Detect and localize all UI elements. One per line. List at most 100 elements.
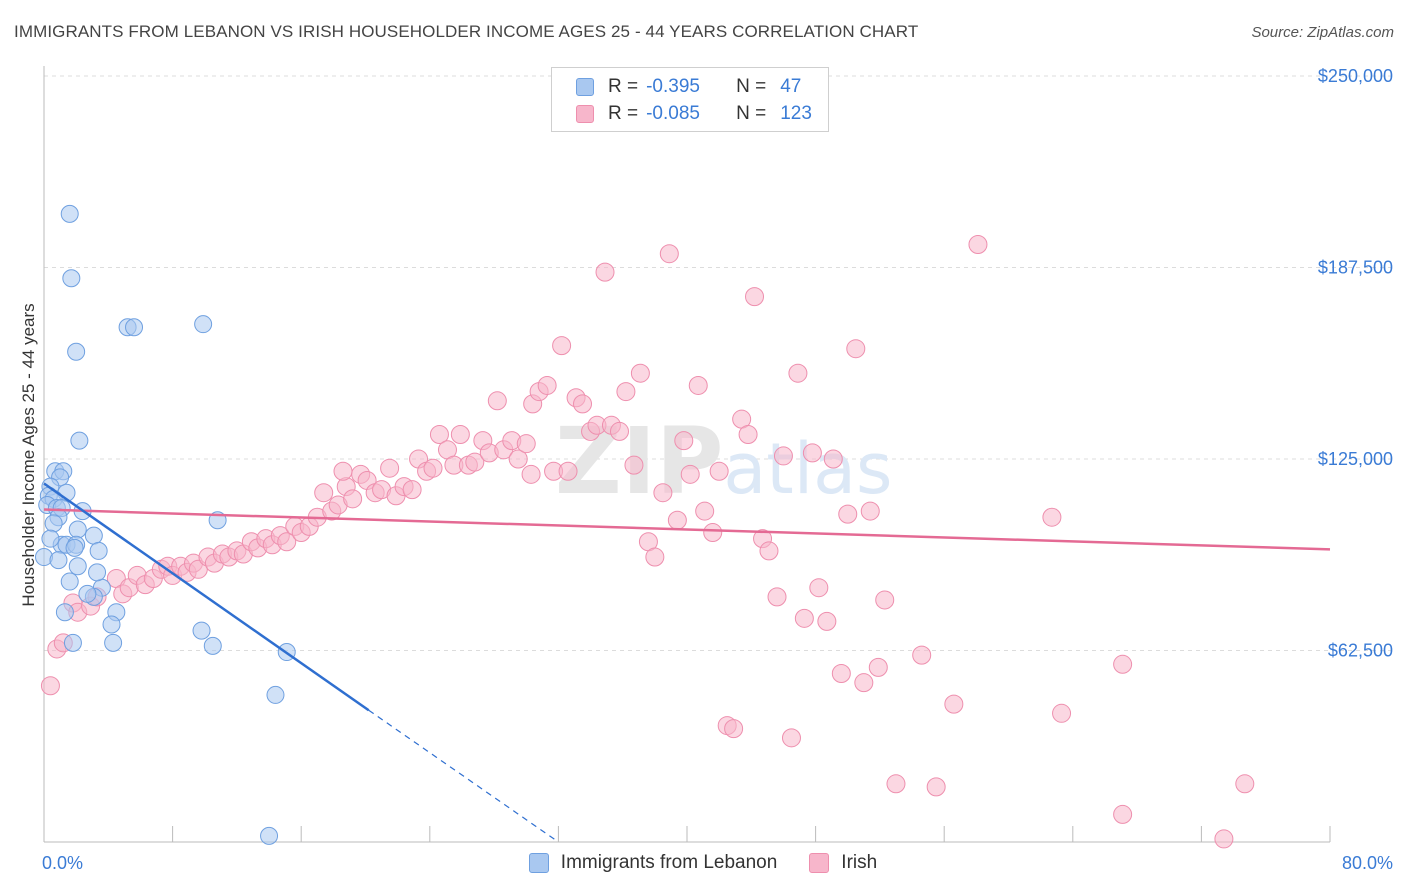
chart-title: IMMIGRANTS FROM LEBANON VS IRISH HOUSEHO… <box>14 22 919 41</box>
irish-point <box>703 523 723 543</box>
irish-point <box>709 461 729 481</box>
irish-point <box>854 673 874 693</box>
lebanon-point <box>62 269 81 288</box>
y-tick-label: $125,000 <box>1318 449 1393 469</box>
irish-point <box>817 611 837 631</box>
irish-point <box>630 363 650 383</box>
gridlines <box>44 75 1394 651</box>
legend-swatch-irish <box>576 105 594 123</box>
irish-point <box>343 489 363 509</box>
irish-point <box>794 608 814 628</box>
irish-point <box>846 339 866 359</box>
lebanon-point <box>104 633 123 652</box>
irish-point <box>1113 804 1133 824</box>
irish-point <box>968 235 988 255</box>
irish-point <box>680 464 700 484</box>
irish-point <box>695 501 715 521</box>
lebanon-point <box>192 621 211 640</box>
irish-point <box>759 541 779 561</box>
irish-point <box>1235 774 1255 794</box>
irish-point <box>465 452 485 472</box>
irish-point <box>653 483 673 503</box>
irish-point <box>616 382 636 402</box>
r-value: -0.395 <box>646 76 700 97</box>
irish-point <box>402 480 422 500</box>
legend-item-irish[interactable]: Irish <box>809 852 877 874</box>
irish-point <box>868 657 888 677</box>
irish-point <box>624 455 644 475</box>
legend-item-lebanon[interactable]: Immigrants from Lebanon <box>528 852 778 874</box>
irish-point <box>802 443 822 463</box>
lebanon-point <box>203 636 222 655</box>
irish-point <box>40 676 60 696</box>
lebanon-point <box>125 318 144 337</box>
irish-point <box>314 483 334 503</box>
lebanon-points <box>35 204 296 845</box>
irish-point <box>886 774 906 794</box>
irish-trend-line <box>43 508 1331 551</box>
irish-point <box>508 449 528 469</box>
lebanon-point <box>49 551 68 570</box>
legend-row-irish: R = -0.085 N = 123 <box>576 102 812 126</box>
r-label: R = <box>608 76 639 97</box>
legend-swatch-lebanon <box>528 853 549 873</box>
irish-point <box>1052 703 1072 723</box>
irish-point <box>745 287 765 307</box>
irish-point <box>333 461 353 481</box>
trend-lines <box>43 482 1331 843</box>
n-label: N = <box>736 76 767 97</box>
irish-point <box>809 578 829 598</box>
lebanon-point <box>78 584 97 603</box>
irish-point <box>1042 507 1062 527</box>
y-tick-labels: $62,500 $125,000 $187,500 $250,000 <box>1318 66 1393 661</box>
irish-point <box>875 590 895 610</box>
irish-point <box>823 449 843 469</box>
lebanon-point <box>68 557 87 576</box>
irish-point <box>667 510 687 530</box>
lebanon-point <box>65 538 84 557</box>
lebanon-point <box>88 563 107 582</box>
y-axis-label: Householder Income Ages 25 - 44 years <box>19 303 38 606</box>
irish-point <box>659 244 679 264</box>
legend-label-lebanon: Immigrants from Lebanon <box>560 852 778 873</box>
lebanon-point <box>260 826 279 845</box>
source-label: Source: ZipAtlas.com <box>1251 24 1394 41</box>
irish-point <box>912 645 932 665</box>
legend-row-lebanon: R = -0.395 N = 47 <box>576 75 801 99</box>
n-label: N = <box>736 103 767 124</box>
irish-point <box>838 504 858 524</box>
n-value: 123 <box>780 103 812 124</box>
irish-point <box>773 446 793 466</box>
lebanon-point <box>63 633 82 652</box>
lebanon-point <box>55 603 74 622</box>
correlation-legend: R = -0.395 N = 47 R = -0.085 N = 123 <box>551 67 829 132</box>
irish-point <box>831 663 851 683</box>
lebanon-point <box>60 204 79 223</box>
series-legend: Immigrants from Lebanon Irish <box>0 852 1406 874</box>
lebanon-point <box>84 526 103 545</box>
r-value: -0.085 <box>646 103 700 124</box>
lebanon-point <box>266 685 285 704</box>
irish-point <box>573 394 593 414</box>
irish-point <box>767 587 787 607</box>
irish-point <box>595 262 615 282</box>
irish-point <box>521 464 541 484</box>
irish-point <box>516 434 536 454</box>
irish-point <box>781 728 801 748</box>
irish-point <box>738 424 758 444</box>
r-label: R = <box>608 103 639 124</box>
x-tick-label: 0.0% <box>42 853 83 873</box>
irish-point <box>429 424 449 444</box>
lebanon-point <box>41 529 60 548</box>
irish-point <box>788 363 808 383</box>
irish-point <box>537 375 557 395</box>
irish-point <box>645 547 665 567</box>
irish-point <box>688 375 708 395</box>
irish-point <box>558 461 578 481</box>
lebanon-point <box>68 520 87 539</box>
legend-label-irish: Irish <box>841 852 878 873</box>
irish-point <box>724 719 744 739</box>
irish-point <box>860 501 880 521</box>
x-tick-label: 80.0% <box>1342 853 1393 873</box>
